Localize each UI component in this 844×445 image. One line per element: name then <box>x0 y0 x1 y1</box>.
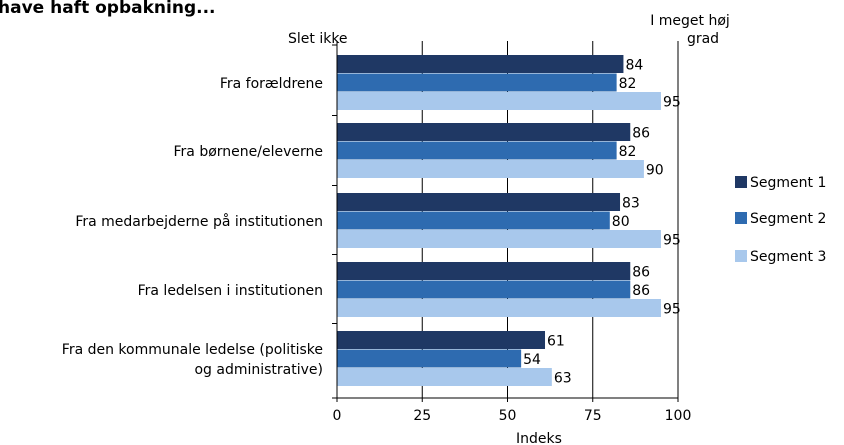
scale-high-label-line1: I meget høj <box>650 13 730 29</box>
labels-group: 0 25 50 75 100 84 86 83 86 61 82 82 80 86 54 95 90 95 95 63… <box>62 58 692 425</box>
value-label-2-2: 82 <box>619 144 637 160</box>
value-label-3-1: 95 <box>663 95 681 111</box>
legend-label-1: Segment 1 <box>750 175 826 191</box>
bar-2-2 <box>337 141 617 160</box>
scale-low-label: Slet ikke <box>288 31 348 47</box>
bars-group <box>337 55 661 386</box>
bar-2-3 <box>337 211 610 230</box>
value-label-1-1: 84 <box>625 58 643 74</box>
value-label-3-2: 90 <box>646 163 664 179</box>
value-label-2-4: 86 <box>632 283 650 299</box>
legend-swatch-2 <box>735 212 747 224</box>
x-tick-label-0: 0 <box>333 408 342 424</box>
value-label-3-4: 95 <box>663 302 681 318</box>
bar-3-1 <box>337 92 661 110</box>
category-label-5-line1: Fra den kommunale ledelse (politiske <box>62 342 323 358</box>
chart-title: have haft opbakning... <box>0 0 216 18</box>
x-axis-title: Indeks <box>516 431 562 445</box>
category-label-1: Fra forældrene <box>220 76 323 92</box>
bar-3-3 <box>337 230 661 248</box>
value-label-3-5: 63 <box>554 371 572 387</box>
value-label-2-1: 82 <box>619 76 637 92</box>
value-label-1-2: 86 <box>632 126 650 142</box>
value-label-2-5: 54 <box>523 352 541 368</box>
bar-1-4 <box>337 262 631 280</box>
x-tick-label-25: 25 <box>413 408 431 424</box>
x-tick-label-75: 75 <box>584 408 602 424</box>
bar-1-1 <box>337 55 624 73</box>
value-label-2-3: 80 <box>612 214 630 230</box>
bar-2-1 <box>337 73 617 92</box>
value-label-1-5: 61 <box>547 334 565 350</box>
bar-3-5 <box>337 368 552 386</box>
scale-high-label-line2: grad <box>687 31 719 47</box>
legend: Segment 1 Segment 2 Segment 3 <box>735 175 826 265</box>
legend-label-3: Segment 3 <box>750 249 826 265</box>
value-label-1-4: 86 <box>632 265 650 281</box>
bar-1-3 <box>337 193 621 211</box>
category-label-2: Fra børnene/eleverne <box>174 144 323 160</box>
value-label-3-3: 95 <box>663 233 681 249</box>
x-tick-label-50: 50 <box>499 408 517 424</box>
bar-1-2 <box>337 123 631 141</box>
category-label-5-line2: og administrative) <box>194 362 323 378</box>
bar-2-4 <box>337 280 631 299</box>
bar-3-4 <box>337 299 661 317</box>
category-label-3: Fra medarbejderne på institutionen <box>75 213 323 230</box>
x-tick-label-100: 100 <box>665 408 692 424</box>
bar-3-2 <box>337 160 644 178</box>
bar-2-5 <box>337 349 522 368</box>
value-label-1-3: 83 <box>622 196 640 212</box>
bar-1-5 <box>337 331 546 349</box>
category-label-4: Fra ledelsen i institutionen <box>138 283 323 299</box>
legend-swatch-1 <box>735 176 747 188</box>
legend-swatch-3 <box>735 250 747 262</box>
legend-label-2: Segment 2 <box>750 211 826 227</box>
axes-group <box>332 41 679 402</box>
